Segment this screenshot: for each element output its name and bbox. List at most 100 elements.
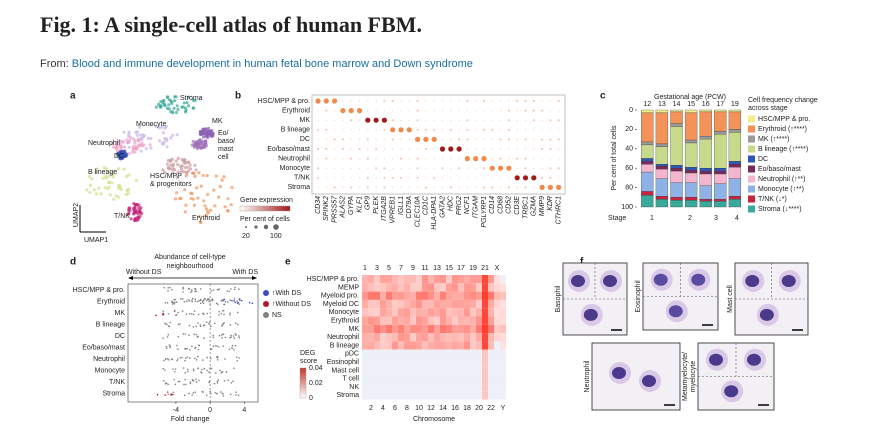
neighbourhood-point (231, 299, 233, 302)
gene-label: CD3E (514, 196, 521, 215)
nucleus (747, 353, 761, 366)
heat-cell (374, 333, 380, 342)
heat-cell (410, 391, 416, 400)
neighbourhood-point (192, 392, 195, 394)
x-tick-label: 17 (716, 101, 724, 108)
nucleus (724, 385, 739, 398)
umap-point (90, 177, 94, 181)
heat-cell (374, 382, 380, 392)
neighbourhood-point (177, 348, 179, 350)
heat-cell (422, 283, 428, 292)
umap-point (183, 160, 187, 164)
nucleus (603, 275, 617, 287)
neighbourhood-point (155, 314, 157, 317)
neighbourhood-point (218, 334, 221, 337)
neighbourhood-point (226, 290, 229, 292)
expression-dot (466, 128, 469, 131)
expression-dot (408, 177, 410, 179)
umap-point (186, 160, 190, 165)
neighbourhood-point (222, 345, 225, 347)
umap-point (175, 133, 179, 137)
neighbourhood-point (187, 299, 190, 301)
neighbourhood-point (166, 357, 169, 360)
arrow-head (128, 276, 133, 280)
umap-point (176, 107, 180, 112)
x-tick-label: 19 (731, 101, 739, 108)
heat-cell (488, 283, 494, 292)
neighbourhood-point (238, 303, 241, 305)
neighbourhood-point (229, 314, 231, 316)
umap-point (192, 203, 197, 207)
heat-cell (482, 324, 488, 334)
neighbourhood-point (162, 379, 165, 382)
heat-cell (440, 316, 446, 325)
heat-cell (494, 391, 500, 400)
heat-cell (416, 341, 422, 350)
neighbourhood-point (235, 356, 238, 359)
umap-point (194, 168, 198, 172)
neighbourhood-point (164, 358, 167, 360)
heat-cell (422, 308, 428, 317)
heat-cell (386, 374, 392, 383)
neighbourhood-point (173, 301, 176, 303)
neighbourhood-point (189, 357, 191, 359)
umap-point (204, 207, 209, 211)
heat-cell (488, 366, 494, 375)
umap-point (229, 203, 233, 207)
neighbourhood-point (202, 302, 205, 305)
heat-cell (434, 374, 440, 383)
heat-cell (476, 291, 482, 300)
neighbourhood-point (198, 344, 201, 347)
expression-dot (340, 108, 346, 114)
umap-point (109, 171, 113, 175)
bar-segment (699, 109, 712, 113)
gene-label: PRG2 (456, 196, 463, 215)
expression-dot (317, 110, 319, 112)
expression-dot (491, 100, 493, 102)
neighbourhood-point (216, 392, 218, 395)
heat-cell (380, 291, 386, 300)
expression-dot (325, 177, 327, 179)
heat-cell (398, 316, 404, 325)
heat-cell (440, 349, 446, 358)
row-label: Erythroid (97, 298, 125, 305)
heat-cell (494, 275, 500, 284)
heat-cell (416, 349, 422, 358)
neighbourhood-point (230, 288, 232, 290)
expression-dot (450, 177, 452, 179)
heat-cell (458, 283, 464, 292)
heat-cell (464, 391, 470, 400)
heat-cell (392, 333, 398, 342)
umap-point (117, 167, 121, 171)
expression-dot (524, 148, 527, 150)
row-label: Eosinophil (327, 359, 360, 366)
expression-dot (317, 186, 319, 188)
umap-point (214, 174, 218, 178)
source-link[interactable]: Blood and immune development in human fe… (71, 58, 473, 70)
expression-dot (475, 110, 477, 112)
umap-point (126, 212, 131, 216)
expression-dot (334, 148, 336, 150)
neighbourhood-point (230, 334, 232, 337)
heat-cell (476, 316, 482, 325)
neighbourhood-point (179, 357, 181, 359)
heat-cell (476, 275, 482, 284)
umap-point (185, 165, 190, 169)
heat-cell (434, 308, 440, 317)
heat-cell (470, 374, 476, 383)
heat-cell (458, 366, 464, 375)
neighbourhood-point (195, 381, 198, 384)
umap-point (124, 138, 129, 142)
heat-cell (368, 391, 374, 400)
expression-dot (441, 110, 444, 112)
expression-dot (341, 147, 344, 151)
neighbourhood-point (182, 291, 184, 293)
expression-dot (383, 186, 386, 189)
expression-dot (433, 158, 435, 160)
heat-cell (392, 316, 398, 325)
bar-segment (728, 109, 742, 113)
expression-dot (350, 148, 352, 150)
chromosome-tick: 18 (463, 405, 471, 412)
heat-cell (428, 299, 434, 309)
heat-cell (368, 349, 374, 358)
